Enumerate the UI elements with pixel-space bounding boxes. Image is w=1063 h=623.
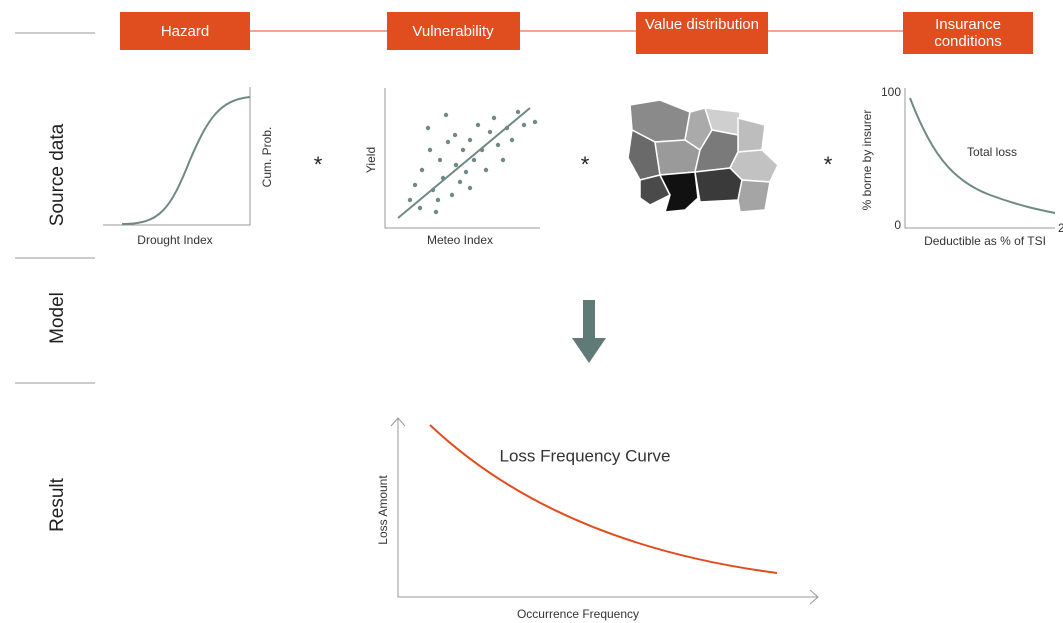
y-label: % borne by insurer xyxy=(860,110,874,211)
step-box xyxy=(120,12,250,50)
x-label: Drought Index xyxy=(137,233,212,247)
down-arrow xyxy=(572,300,606,363)
y-tick-label: 100 xyxy=(881,85,901,99)
step-box xyxy=(903,12,1033,54)
step-label: Insurance conditions xyxy=(934,16,1002,50)
row-label: Model xyxy=(47,292,68,344)
regression-line xyxy=(397,107,531,219)
step-box xyxy=(636,12,768,54)
y-tick-label: 0 xyxy=(894,218,901,232)
y-label: Loss Amount xyxy=(376,475,390,545)
region-map xyxy=(627,99,779,213)
x-label: Occurrence Frequency xyxy=(517,607,639,621)
operator: * xyxy=(824,152,833,177)
scatter xyxy=(407,109,538,215)
y-label: Yield xyxy=(364,147,378,173)
step-label-wrap: Insurance conditions xyxy=(934,16,1002,50)
loss-curve xyxy=(429,424,778,574)
row-label: Result xyxy=(47,477,68,532)
deductible-curve xyxy=(909,97,1056,214)
axes xyxy=(904,88,1055,229)
step-box xyxy=(387,12,520,50)
x-label: Deductible as % of TSI xyxy=(924,234,1046,248)
row-label: Source data xyxy=(47,123,68,226)
step-label-wrap: Value distribution xyxy=(645,16,759,33)
axes xyxy=(103,87,251,226)
y-label: Cum. Prob. xyxy=(260,127,274,188)
axis-arrow xyxy=(809,589,819,605)
cdf-curve xyxy=(121,96,251,225)
x-tick-label: 2 xyxy=(1058,221,1063,235)
axes xyxy=(397,418,818,598)
operator: * xyxy=(581,152,590,177)
axes xyxy=(384,88,540,229)
x-label: Meteo Index xyxy=(427,233,493,247)
step-label: Value distribution xyxy=(645,16,759,33)
step-label: Vulnerability xyxy=(412,23,494,40)
annotation: Total loss xyxy=(967,145,1017,159)
operator: * xyxy=(314,152,323,177)
step-label: Hazard xyxy=(161,23,209,40)
result-title: Loss Frequency Curve xyxy=(499,446,670,465)
axis-arrow xyxy=(390,417,406,427)
